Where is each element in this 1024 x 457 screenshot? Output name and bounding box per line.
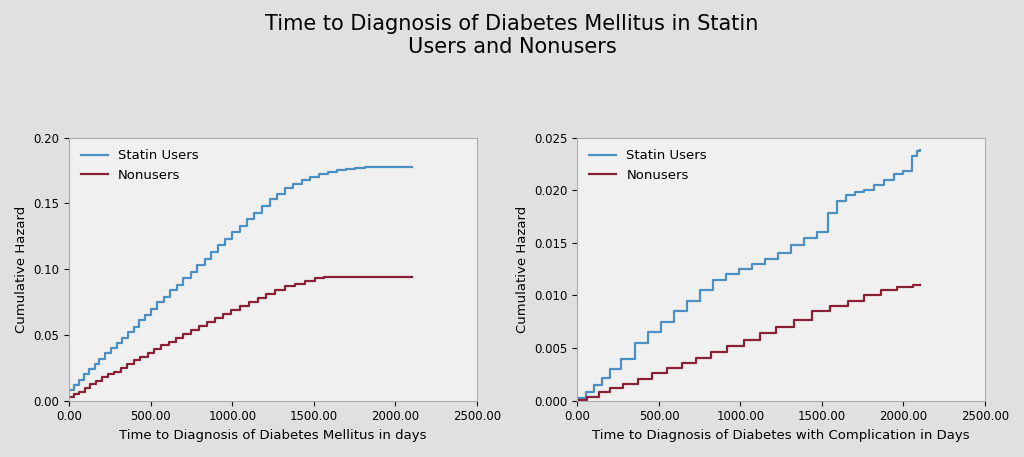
Nonusers bbox=[593, 389, 605, 395]
Statin Users bbox=[406, 164, 418, 169]
Nonusers bbox=[209, 319, 221, 324]
Nonusers bbox=[90, 381, 102, 386]
Nonusers bbox=[721, 343, 733, 349]
Statin Users bbox=[78, 377, 90, 383]
Statin Users bbox=[913, 148, 926, 153]
Nonusers bbox=[690, 360, 702, 366]
Statin Users bbox=[641, 340, 653, 345]
Nonusers bbox=[806, 308, 818, 314]
X-axis label: Time to Diagnosis of Diabetes with Complication in Days: Time to Diagnosis of Diabetes with Compl… bbox=[593, 429, 970, 442]
Statin Users bbox=[604, 367, 616, 372]
Nonusers bbox=[874, 293, 887, 298]
Nonusers bbox=[907, 284, 920, 290]
Nonusers bbox=[632, 381, 644, 387]
Nonusers bbox=[604, 389, 616, 395]
Nonusers bbox=[788, 317, 801, 323]
X-axis label: Time to Diagnosis of Diabetes Mellitus in days: Time to Diagnosis of Diabetes Mellitus i… bbox=[119, 429, 427, 442]
Legend: Statin Users, Nonusers: Statin Users, Nonusers bbox=[76, 144, 204, 187]
Line: Nonusers: Nonusers bbox=[578, 285, 920, 400]
Legend: Statin Users, Nonusers: Statin Users, Nonusers bbox=[584, 144, 712, 187]
Nonusers bbox=[581, 394, 593, 399]
Nonusers bbox=[571, 397, 584, 403]
Statin Users bbox=[241, 217, 253, 222]
Nonusers bbox=[824, 303, 837, 309]
Statin Users bbox=[303, 177, 315, 182]
Nonusers bbox=[604, 385, 616, 391]
Statin Users bbox=[359, 164, 372, 169]
Nonusers bbox=[318, 274, 331, 280]
Nonusers bbox=[632, 376, 644, 381]
Nonusers bbox=[660, 371, 673, 376]
Nonusers bbox=[676, 365, 688, 371]
Nonusers bbox=[754, 330, 766, 336]
Nonusers bbox=[754, 337, 766, 342]
Nonusers bbox=[705, 355, 717, 360]
Nonusers bbox=[913, 282, 926, 288]
Nonusers bbox=[842, 298, 854, 303]
Nonusers bbox=[705, 350, 717, 355]
Nonusers bbox=[907, 282, 920, 288]
Line: Statin Users: Statin Users bbox=[578, 150, 920, 398]
Nonusers bbox=[770, 324, 782, 330]
Statin Users bbox=[905, 153, 918, 158]
Nonusers bbox=[660, 365, 673, 371]
Nonusers bbox=[163, 339, 175, 344]
Statin Users bbox=[128, 329, 140, 335]
Statin Users bbox=[720, 277, 732, 282]
Nonusers bbox=[858, 298, 870, 303]
Nonusers bbox=[646, 376, 658, 381]
Nonusers bbox=[84, 385, 96, 390]
Statin Users bbox=[191, 262, 204, 268]
Nonusers bbox=[770, 330, 782, 336]
Nonusers bbox=[913, 282, 926, 288]
Nonusers bbox=[63, 394, 76, 399]
Statin Users bbox=[849, 190, 861, 195]
Nonusers bbox=[737, 343, 750, 349]
Nonusers bbox=[721, 350, 733, 355]
Nonusers bbox=[891, 284, 903, 290]
Nonusers bbox=[108, 369, 120, 375]
Y-axis label: Cumulative Hazard: Cumulative Hazard bbox=[516, 206, 528, 333]
Nonusers bbox=[406, 274, 418, 280]
Nonusers bbox=[593, 394, 605, 399]
Nonusers bbox=[646, 371, 658, 376]
Statin Users bbox=[63, 388, 76, 393]
Nonusers bbox=[824, 308, 837, 314]
Nonusers bbox=[616, 385, 629, 391]
Nonusers bbox=[737, 337, 750, 342]
Line: Nonusers: Nonusers bbox=[70, 277, 412, 397]
Nonusers bbox=[371, 274, 383, 280]
Nonusers bbox=[891, 287, 903, 293]
Statin Users bbox=[733, 266, 745, 272]
Nonusers bbox=[571, 397, 584, 403]
Y-axis label: Cumulative Hazard: Cumulative Hazard bbox=[15, 206, 28, 333]
Nonusers bbox=[858, 293, 870, 298]
Nonusers bbox=[806, 317, 818, 323]
Statin Users bbox=[280, 185, 292, 191]
Nonusers bbox=[842, 303, 854, 309]
Nonusers bbox=[874, 287, 887, 293]
Nonusers bbox=[616, 381, 629, 387]
Text: Time to Diagnosis of Diabetes Mellitus in Statin
Users and Nonusers: Time to Diagnosis of Diabetes Mellitus i… bbox=[265, 14, 759, 57]
Line: Statin Users: Statin Users bbox=[70, 166, 412, 390]
Nonusers bbox=[690, 355, 702, 360]
Nonusers bbox=[581, 397, 593, 403]
Nonusers bbox=[571, 397, 584, 403]
Nonusers bbox=[788, 324, 801, 330]
Statin Users bbox=[571, 395, 584, 400]
Nonusers bbox=[676, 360, 688, 366]
